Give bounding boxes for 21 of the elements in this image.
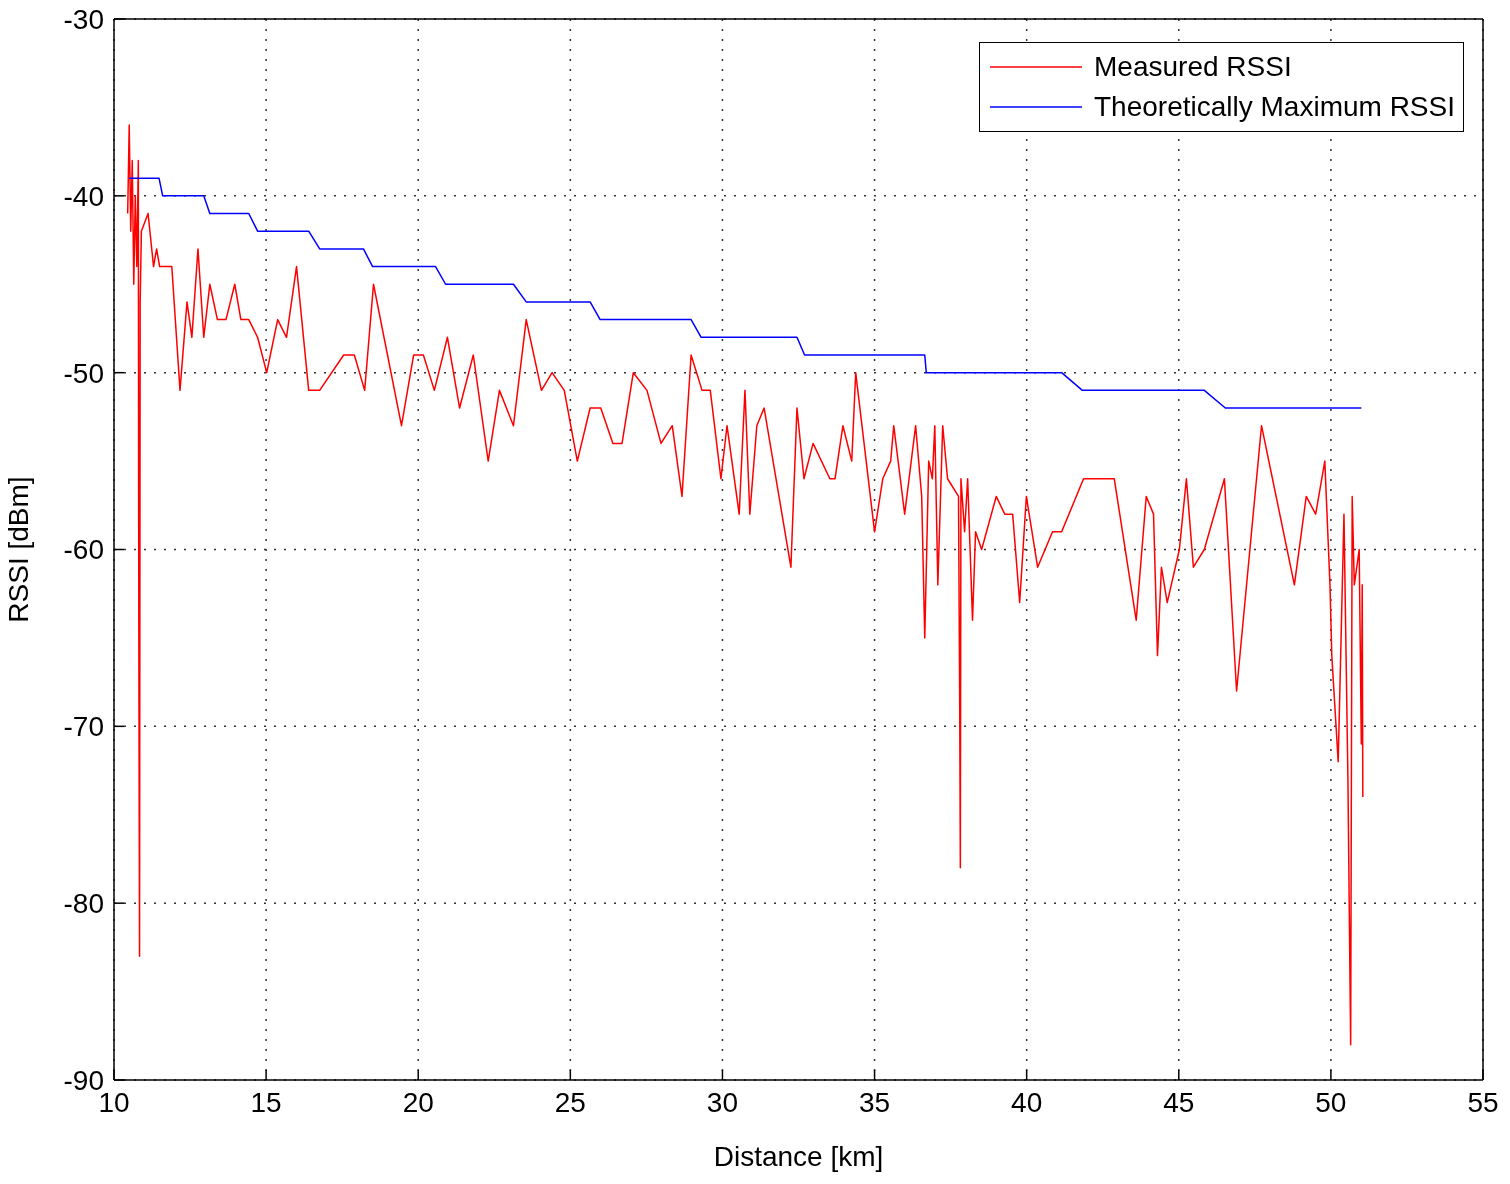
line-series [126, 124, 1364, 1046]
x-tick-label: 15 [250, 1086, 282, 1118]
y-tick-label: -40 [63, 180, 104, 212]
x-tick-label: 25 [554, 1086, 586, 1118]
y-tick-label: -80 [63, 888, 104, 920]
y-tick-label: -70 [63, 711, 104, 743]
y-tick-label: -60 [63, 534, 104, 566]
x-tick-label: 30 [706, 1086, 739, 1118]
legend-label: Theoretically Maximum RSSI [1094, 90, 1455, 124]
x-tick-label: 45 [1163, 1086, 1195, 1118]
x-tick-label: 20 [402, 1086, 434, 1118]
legend-label: Measured RSSI [1094, 50, 1292, 84]
line-series [128, 177, 1363, 409]
y-tick-label: -50 [63, 357, 104, 389]
x-tick-label: 50 [1315, 1086, 1347, 1118]
x-tick-label: 40 [1011, 1086, 1043, 1118]
x-tick-label: 35 [858, 1086, 891, 1118]
y-axis-title: RSSI [dBm] [2, 476, 34, 623]
x-axis-title: Distance [km] [713, 1141, 884, 1172]
y-tick-label: -30 [63, 3, 104, 35]
x-tick-label: 55 [1467, 1086, 1499, 1118]
